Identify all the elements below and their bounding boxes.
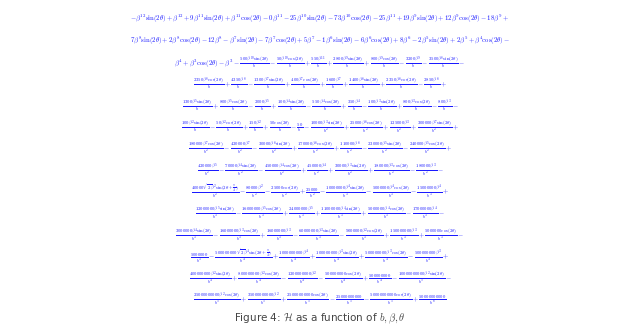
Text: $\frac{420000\beta^5}{b^2} - \frac{70000\beta^4\sin(2\theta)}{b^2} - \frac{45000: $\frac{420000\beta^5}{b^2} - \frac{70000… <box>196 162 444 179</box>
Text: $\frac{12000000\beta^5\sin(2\theta)}{b^3} - \frac{16000000\beta^5\cos(2\theta)}{: $\frac{12000000\beta^5\sin(2\theta)}{b^3… <box>195 205 445 222</box>
Text: $\frac{180000\beta^7\cos(2\theta)}{b^2} - \frac{420000\beta^7}{b^2} - \frac{3000: $\frac{180000\beta^7\cos(2\theta)}{b^2} … <box>188 140 452 157</box>
Text: $\frac{5000000}{b^3} - \frac{500000000\sqrt{2}\beta^4\sin(2\theta + \frac{\pi}{4: $\frac{5000000}{b^3} - \frac{500000000\s… <box>190 247 450 266</box>
Text: $7\beta^8\sin(2\theta) + 2\beta^8\cos(2\theta) - 12\beta^8 - \beta^7\sin(2\theta: $7\beta^8\sin(2\theta) + 2\beta^8\cos(2\… <box>130 35 510 47</box>
Text: $\beta^4 + \beta^3\cos(2\theta) - \beta^3 - \frac{500\beta^{10}\sin(2\theta)}{b}: $\beta^4 + \beta^3\cos(2\theta) - \beta^… <box>174 54 466 70</box>
Text: Figure 4: $\mathcal{H}$ as a function of $b, \beta, \theta$: Figure 4: $\mathcal{H}$ as a function of… <box>234 311 406 326</box>
Text: $\frac{3000000\beta^4\sin(2\theta)}{b^3} - \frac{16000000\beta^3\cos(2\theta)}{b: $\frac{3000000\beta^4\sin(2\theta)}{b^3}… <box>175 226 465 243</box>
Text: $\frac{25000000000\beta^2\cos(2\theta)}{b^5} + \frac{35000000000\beta^2}{b^5} + : $\frac{25000000000\beta^2\cos(2\theta)}{… <box>193 291 447 308</box>
Text: $-\beta^{12}\sin(2\theta) + \beta^{12} + 9\beta^{11}\sin(2\theta) + \beta^{11}\c: $-\beta^{12}\sin(2\theta) + \beta^{12} +… <box>131 13 509 25</box>
Text: $\frac{1300\beta^5\sin(2\theta)}{b} + \frac{800\beta^5\cos(2\theta)}{b} - \frac{: $\frac{1300\beta^5\sin(2\theta)}{b} + \f… <box>182 97 458 114</box>
Text: $\frac{2350\beta^8\cos(2\theta)}{b} + \frac{4350\beta^8}{b} - \frac{1300\beta^7\: $\frac{2350\beta^8\cos(2\theta)}{b} + \f… <box>193 76 447 92</box>
Text: $\frac{100\beta^2\sin(2\theta)}{b} - \frac{50\beta^2\cos(2\theta)}{b} + \frac{15: $\frac{100\beta^2\sin(2\theta)}{b} - \fr… <box>181 119 459 136</box>
Text: $\frac{400000000\beta^2\sin(2\theta)}{b^4} + \frac{800000000\beta^2\cos(2\theta): $\frac{400000000\beta^2\sin(2\theta)}{b^… <box>189 270 451 287</box>
Text: $\frac{40000\sqrt{2}\beta^2\sin(2\theta + \frac{\pi}{4})}{b^2} - \frac{80000\bet: $\frac{40000\sqrt{2}\beta^2\sin(2\theta … <box>191 183 449 201</box>
